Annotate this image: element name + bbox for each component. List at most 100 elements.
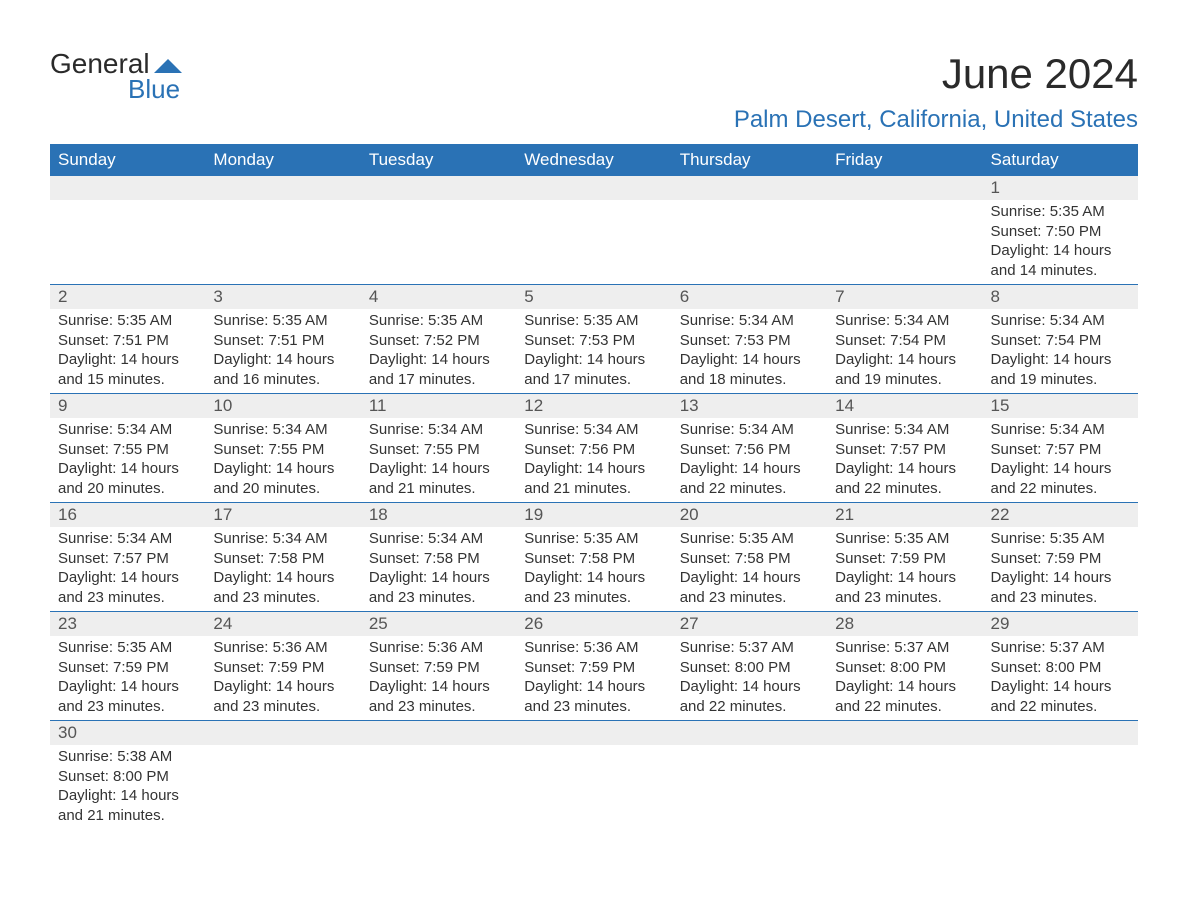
- sunrise-text: Sunrise: 5:37 AM: [680, 638, 819, 658]
- sunset-text: Sunset: 7:56 PM: [680, 440, 819, 460]
- day-body: Sunrise: 5:35 AMSunset: 7:58 PMDaylight:…: [516, 527, 671, 611]
- day-body: [672, 745, 827, 751]
- day-number: 9: [50, 394, 205, 418]
- title-block: June 2024 Palm Desert, California, Unite…: [734, 50, 1138, 134]
- day-cell: 9Sunrise: 5:34 AMSunset: 7:55 PMDaylight…: [50, 394, 205, 502]
- day-cell: [672, 721, 827, 829]
- day-cell: 4Sunrise: 5:35 AMSunset: 7:52 PMDaylight…: [361, 285, 516, 393]
- sunset-text: Sunset: 7:59 PM: [213, 658, 352, 678]
- sunrise-text: Sunrise: 5:36 AM: [524, 638, 663, 658]
- sunrise-text: Sunrise: 5:35 AM: [213, 311, 352, 331]
- calendar-week-row: 30Sunrise: 5:38 AMSunset: 8:00 PMDayligh…: [50, 720, 1138, 829]
- day-cell: [672, 176, 827, 284]
- day-cell: 11Sunrise: 5:34 AMSunset: 7:55 PMDayligh…: [361, 394, 516, 502]
- daylight-text: Daylight: 14 hours and 17 minutes.: [369, 350, 508, 389]
- day-body: [516, 745, 671, 751]
- day-cell: [361, 721, 516, 829]
- sunrise-text: Sunrise: 5:34 AM: [369, 420, 508, 440]
- logo-flag-icon: [154, 55, 182, 73]
- day-number: [516, 721, 671, 745]
- sunset-text: Sunset: 7:51 PM: [213, 331, 352, 351]
- daylight-text: Daylight: 14 hours and 22 minutes.: [991, 677, 1130, 716]
- day-cell: 20Sunrise: 5:35 AMSunset: 7:58 PMDayligh…: [672, 503, 827, 611]
- daylight-text: Daylight: 14 hours and 23 minutes.: [58, 677, 197, 716]
- sunrise-text: Sunrise: 5:35 AM: [369, 311, 508, 331]
- day-cell: [361, 176, 516, 284]
- day-body: Sunrise: 5:35 AMSunset: 7:51 PMDaylight:…: [205, 309, 360, 393]
- day-number: 19: [516, 503, 671, 527]
- day-body: Sunrise: 5:34 AMSunset: 7:55 PMDaylight:…: [205, 418, 360, 502]
- sunset-text: Sunset: 7:56 PM: [524, 440, 663, 460]
- daylight-text: Daylight: 14 hours and 18 minutes.: [680, 350, 819, 389]
- day-cell: [827, 176, 982, 284]
- day-body: Sunrise: 5:38 AMSunset: 8:00 PMDaylight:…: [50, 745, 205, 829]
- sunrise-text: Sunrise: 5:35 AM: [58, 638, 197, 658]
- daylight-text: Daylight: 14 hours and 19 minutes.: [835, 350, 974, 389]
- day-cell: [205, 721, 360, 829]
- sunrise-text: Sunrise: 5:34 AM: [58, 529, 197, 549]
- daylight-text: Daylight: 14 hours and 23 minutes.: [369, 568, 508, 607]
- day-cell: 29Sunrise: 5:37 AMSunset: 8:00 PMDayligh…: [983, 612, 1138, 720]
- day-number: [361, 176, 516, 200]
- day-body: Sunrise: 5:35 AMSunset: 7:59 PMDaylight:…: [983, 527, 1138, 611]
- day-cell: [827, 721, 982, 829]
- day-number: [205, 721, 360, 745]
- day-body: Sunrise: 5:34 AMSunset: 7:55 PMDaylight:…: [361, 418, 516, 502]
- day-body: [361, 200, 516, 206]
- daylight-text: Daylight: 14 hours and 21 minutes.: [524, 459, 663, 498]
- day-number: [361, 721, 516, 745]
- sunset-text: Sunset: 7:55 PM: [213, 440, 352, 460]
- sunset-text: Sunset: 7:58 PM: [213, 549, 352, 569]
- daylight-text: Daylight: 14 hours and 20 minutes.: [58, 459, 197, 498]
- day-cell: 7Sunrise: 5:34 AMSunset: 7:54 PMDaylight…: [827, 285, 982, 393]
- day-cell: 30Sunrise: 5:38 AMSunset: 8:00 PMDayligh…: [50, 721, 205, 829]
- daylight-text: Daylight: 14 hours and 23 minutes.: [369, 677, 508, 716]
- day-cell: 21Sunrise: 5:35 AMSunset: 7:59 PMDayligh…: [827, 503, 982, 611]
- day-cell: 6Sunrise: 5:34 AMSunset: 7:53 PMDaylight…: [672, 285, 827, 393]
- weekday-header: Friday: [827, 144, 982, 176]
- calendar-week-row: 2Sunrise: 5:35 AMSunset: 7:51 PMDaylight…: [50, 284, 1138, 393]
- sunrise-text: Sunrise: 5:34 AM: [369, 529, 508, 549]
- day-number: 12: [516, 394, 671, 418]
- day-number: 5: [516, 285, 671, 309]
- weekday-header: Tuesday: [361, 144, 516, 176]
- daylight-text: Daylight: 14 hours and 22 minutes.: [835, 677, 974, 716]
- day-number: 28: [827, 612, 982, 636]
- day-body: Sunrise: 5:34 AMSunset: 7:54 PMDaylight:…: [983, 309, 1138, 393]
- sunrise-text: Sunrise: 5:36 AM: [369, 638, 508, 658]
- daylight-text: Daylight: 14 hours and 14 minutes.: [991, 241, 1130, 280]
- day-body: [672, 200, 827, 206]
- sunset-text: Sunset: 7:59 PM: [524, 658, 663, 678]
- day-cell: 1Sunrise: 5:35 AMSunset: 7:50 PMDaylight…: [983, 176, 1138, 284]
- day-body: [827, 200, 982, 206]
- sunset-text: Sunset: 8:00 PM: [680, 658, 819, 678]
- sunrise-text: Sunrise: 5:37 AM: [835, 638, 974, 658]
- sunrise-text: Sunrise: 5:37 AM: [991, 638, 1130, 658]
- day-body: Sunrise: 5:35 AMSunset: 7:50 PMDaylight:…: [983, 200, 1138, 284]
- day-number: [827, 721, 982, 745]
- day-cell: 3Sunrise: 5:35 AMSunset: 7:51 PMDaylight…: [205, 285, 360, 393]
- day-number: [827, 176, 982, 200]
- day-body: Sunrise: 5:34 AMSunset: 7:58 PMDaylight:…: [361, 527, 516, 611]
- sunset-text: Sunset: 7:57 PM: [991, 440, 1130, 460]
- sunrise-text: Sunrise: 5:38 AM: [58, 747, 197, 767]
- sunrise-text: Sunrise: 5:34 AM: [680, 311, 819, 331]
- day-body: [50, 200, 205, 206]
- logo: General Blue: [50, 50, 182, 102]
- sunset-text: Sunset: 7:50 PM: [991, 222, 1130, 242]
- sunrise-text: Sunrise: 5:34 AM: [213, 420, 352, 440]
- day-cell: 25Sunrise: 5:36 AMSunset: 7:59 PMDayligh…: [361, 612, 516, 720]
- sunrise-text: Sunrise: 5:34 AM: [991, 311, 1130, 331]
- calendar: SundayMondayTuesdayWednesdayThursdayFrid…: [50, 144, 1138, 829]
- day-body: [205, 200, 360, 206]
- sunrise-text: Sunrise: 5:35 AM: [835, 529, 974, 549]
- day-cell: 17Sunrise: 5:34 AMSunset: 7:58 PMDayligh…: [205, 503, 360, 611]
- day-cell: 8Sunrise: 5:34 AMSunset: 7:54 PMDaylight…: [983, 285, 1138, 393]
- day-body: Sunrise: 5:34 AMSunset: 7:57 PMDaylight:…: [827, 418, 982, 502]
- sunrise-text: Sunrise: 5:34 AM: [213, 529, 352, 549]
- daylight-text: Daylight: 14 hours and 21 minutes.: [369, 459, 508, 498]
- sunset-text: Sunset: 8:00 PM: [991, 658, 1130, 678]
- day-body: Sunrise: 5:36 AMSunset: 7:59 PMDaylight:…: [361, 636, 516, 720]
- sunrise-text: Sunrise: 5:35 AM: [991, 202, 1130, 222]
- day-cell: [983, 721, 1138, 829]
